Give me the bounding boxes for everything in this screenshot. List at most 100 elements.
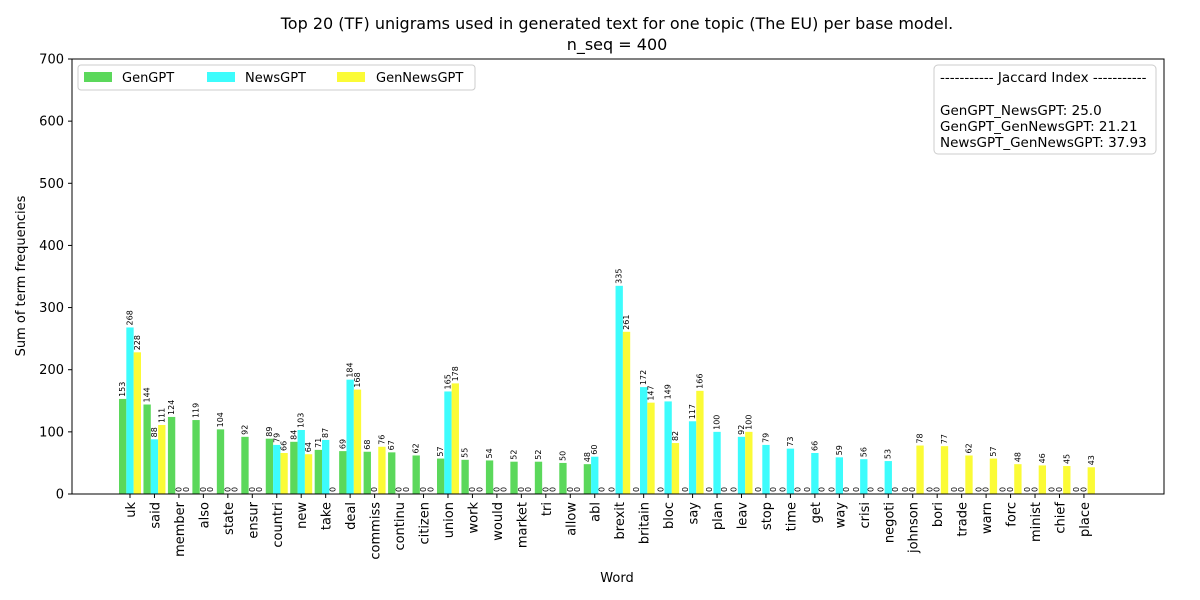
bar-value-label-newsgpt-plan: 100 [713,415,722,430]
bar-newsgpt-bloc [664,401,672,494]
bar-value-label-gengpt-would: 54 [485,448,494,458]
bar-value-label-newsgpt-ensur: 0 [248,487,257,492]
bar-newsgpt-uk [126,327,134,494]
bar-value-label-gennewsgpt-say: 166 [695,374,704,389]
x-tick-label-continu: continu [393,502,408,551]
bar-value-label-gengpt-countri: 89 [265,427,274,437]
bar-value-label-gengpt-way: 0 [828,487,837,492]
bar-gengpt-abl [583,464,592,494]
bar-value-label-gengpt-citizen: 62 [412,443,421,453]
bar-value-label-newsgpt-deal: 184 [346,362,355,377]
bar-value-label-gennewsgpt-said: 111 [157,408,166,423]
bar-value-label-gengpt-bori: 0 [925,487,934,492]
bar-gennewsgpt-bori [940,446,949,494]
bar-value-label-newsgpt-allow: 0 [566,487,575,492]
bar-gennewsgpt-chief [1063,466,1071,494]
bars-layer [119,285,1095,494]
bar-gengpt-deal [339,451,347,494]
x-axis-label: Word [600,571,633,586]
bar-value-label-gengpt-minist: 0 [1023,487,1032,492]
bar-gennewsgpt-commiss [378,446,386,494]
bar-value-label-gennewsgpt-minist: 46 [1038,453,1047,463]
bar-gennewsgpt-uk [133,352,141,494]
bar-gengpt-uk [119,398,127,494]
bar-gennewsgpt-union [451,383,459,494]
x-tick-label-citizen: citizen [418,502,433,545]
plot-frame [71,58,1165,495]
x-tick-label-trade: trade [956,502,971,537]
x-tick-label-market: market [515,502,530,548]
bar-value-label-newsgpt-uk: 268 [126,310,135,325]
bar-value-label-gengpt-stop: 0 [754,487,763,492]
x-tick-label-johnson: johnson [907,502,922,554]
bar-value-label-newsgpt-warn: 0 [982,487,991,492]
bar-value-label-newsgpt-take: 87 [321,428,330,438]
axes-layer: uk said member also state ensur countri new take… [39,53,1093,560]
bar-value-label-gennewsgpt-get: 0 [818,487,827,492]
bar-newsgpt-plan [713,431,721,494]
x-tick-label-crisi: crisi [858,502,873,529]
x-tick-label-plan: plan [711,502,726,530]
x-tick-label-britain: britain [638,502,653,544]
bar-value-label-gengpt-member: 124 [167,400,176,415]
bar-value-label-newsgpt-place: 0 [1079,487,1088,492]
bar-value-label-newsgpt-johnson: 0 [908,487,917,492]
bar-gennewsgpt-bloc [671,443,680,494]
bar-value-label-newsgpt-abl: 60 [590,445,599,455]
legend-swatch-newsgpt [207,72,235,82]
bar-value-label-gennewsgpt-johnson: 78 [916,433,925,443]
bar-value-label-newsgpt-trade: 0 [957,487,966,492]
bar-gengpt-ensur [241,436,249,494]
bar-value-label-gennewsgpt-forc: 48 [1013,452,1022,462]
x-tick-label-state: state [222,502,237,535]
x-tick-label-get: get [809,502,824,523]
bar-value-label-gengpt-say: 0 [681,487,690,492]
bar-newsgpt-union [444,391,452,494]
bar-value-label-gennewsgpt-commiss: 76 [377,435,386,445]
x-tick-label-bloc: bloc [662,502,677,529]
bar-value-label-gengpt-johnson: 0 [901,487,910,492]
bar-value-label-gengpt-state: 104 [216,412,225,427]
bar-value-label-gengpt-commiss: 68 [363,440,372,450]
bar-value-label-newsgpt-chief: 0 [1055,487,1064,492]
bar-newsgpt-take [322,439,330,494]
legend-label-gennewsgpt: GenNewsGPT [376,71,463,86]
x-tick-label-bori: bori [931,502,946,527]
bar-newsgpt-stop [762,444,770,494]
bar-value-label-gennewsgpt-leav: 100 [744,415,753,430]
x-tick-label-leav: leav [736,502,751,530]
bar-value-label-newsgpt-tri: 0 [541,487,550,492]
bar-gennewsgpt-say [696,390,704,494]
bar-gengpt-take [314,449,323,494]
bar-value-label-newsgpt-work: 0 [468,487,477,492]
bar-gengpt-countri [265,438,274,494]
bar-gennewsgpt-said [158,425,166,494]
bar-value-label-gennewsgpt-tri: 0 [549,487,558,492]
bar-value-label-newsgpt-state: 0 [223,487,232,492]
bar-value-label-newsgpt-said: 88 [150,427,159,437]
bar-gennewsgpt-trade [965,455,973,494]
bar-labels-layer: 1532682281448811112400119001040092008979… [118,269,1096,492]
bar-value-label-gengpt-continu: 67 [387,440,396,450]
legend: GenGPT NewsGPT GenNewsGPT [77,64,476,91]
bar-value-label-gengpt-union: 57 [436,446,445,456]
bar-value-label-gennewsgpt-trade: 62 [964,443,973,453]
y-tick-label-400: 400 [39,239,64,254]
bar-newsgpt-crisi [860,459,868,494]
bar-gennewsgpt-forc [1014,464,1022,494]
bar-value-label-gennewsgpt-also: 0 [206,487,215,492]
bar-value-label-gengpt-crisi: 0 [852,487,861,492]
chart-title: Top 20 (TF) unigrams used in generated t… [280,14,954,33]
legend-label-gengpt: GenGPT [122,71,174,86]
bar-value-label-gennewsgpt-britain: 147 [646,385,655,400]
bar-value-label-gennewsgpt-citizen: 0 [426,487,435,492]
bar-gengpt-member [167,416,176,494]
bar-gennewsgpt-countri [280,452,288,494]
bar-value-label-newsgpt-citizen: 0 [419,487,428,492]
bar-value-label-gennewsgpt-take: 0 [329,487,338,492]
x-tick-label-uk: uk [124,502,139,518]
x-tick-label-deal: deal [344,502,359,530]
x-tick-label-new: new [295,502,310,529]
bar-value-label-newsgpt-stop: 79 [761,433,770,443]
bar-value-label-gengpt-tri: 52 [534,450,543,460]
